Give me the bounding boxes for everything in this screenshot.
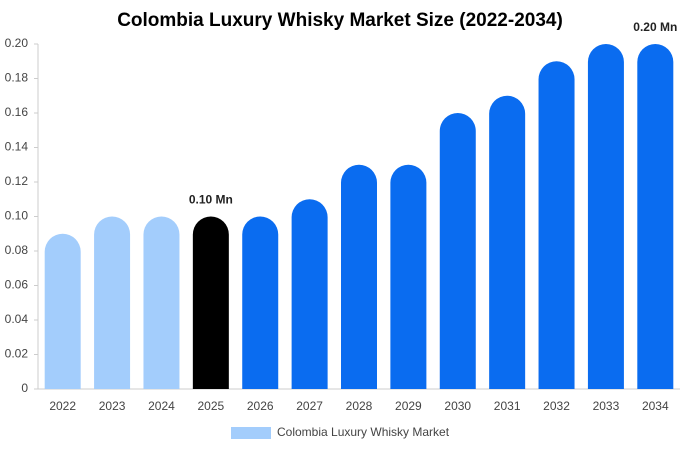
bar — [242, 216, 279, 389]
y-tick-label: 0 — [21, 381, 28, 395]
bar — [192, 216, 229, 389]
y-tick-label: 0.10 — [5, 209, 29, 223]
bar — [341, 164, 377, 389]
value-label: 0.20 Mn — [633, 20, 677, 34]
y-tick-label: 0.08 — [5, 243, 29, 257]
x-tick-label: 2026 — [247, 399, 274, 413]
bar — [439, 113, 476, 389]
bar — [44, 233, 81, 389]
bar — [291, 199, 328, 389]
x-tick-label: 2032 — [543, 399, 570, 413]
bar — [587, 44, 624, 389]
y-tick-label: 0.14 — [5, 140, 29, 154]
chart-title: Colombia Luxury Whisky Market Size (2022… — [117, 10, 563, 31]
y-tick-label: 0.02 — [5, 347, 29, 361]
x-tick-label: 2033 — [593, 399, 620, 413]
y-tick-label: 0.18 — [5, 71, 29, 85]
legend-swatch — [231, 427, 271, 439]
x-tick-label: 2024 — [148, 399, 175, 413]
x-tick-label: 2029 — [395, 399, 422, 413]
y-tick-label: 0.20 — [5, 36, 29, 50]
y-tick-label: 0.16 — [5, 105, 29, 119]
x-tick-label: 2028 — [346, 399, 373, 413]
bar — [489, 95, 526, 389]
bar — [143, 216, 180, 389]
x-tick-label: 2030 — [444, 399, 471, 413]
value-label: 0.10 Mn — [189, 193, 233, 207]
x-tick-label: 2031 — [494, 399, 521, 413]
x-tick-label: 2022 — [49, 399, 76, 413]
x-tick-label: 2034 — [642, 399, 669, 413]
y-tick-label: 0.04 — [5, 312, 29, 326]
bar — [94, 216, 131, 389]
bar — [637, 44, 674, 389]
bar — [390, 164, 427, 389]
x-tick-label: 2023 — [99, 399, 126, 413]
legend-label: Colombia Luxury Whisky Market — [277, 425, 450, 439]
x-tick-label: 2025 — [197, 399, 224, 413]
x-tick-label: 2027 — [296, 399, 323, 413]
bar — [538, 61, 575, 389]
y-tick-label: 0.12 — [5, 174, 29, 188]
y-tick-label: 0.06 — [5, 278, 29, 292]
